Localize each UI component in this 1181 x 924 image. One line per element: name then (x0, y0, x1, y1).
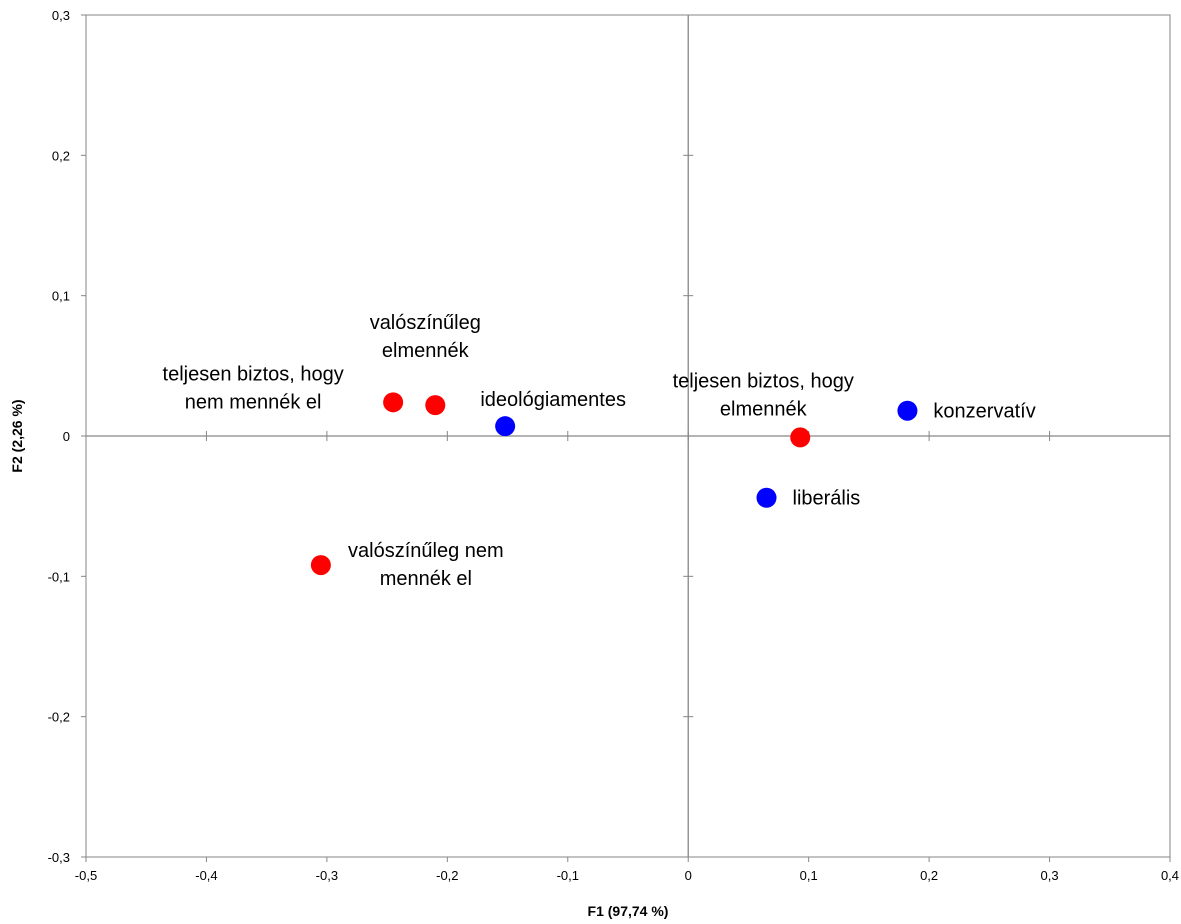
y-axis-title: F2 (2,26 %) (9, 399, 25, 472)
y-tick-label: -0,1 (48, 569, 70, 584)
data-point (790, 427, 811, 448)
y-tick-label: 0,1 (52, 289, 70, 304)
y-tick-labels: -0,3 -0,2 -0,1 0 0,1 0,2 0,3 (48, 8, 70, 865)
point-labels: teljesen biztos, hogy nem mennék el valósz… (163, 312, 1036, 590)
y-tick-label: 0,2 (52, 148, 70, 163)
x-tick-label: 0,3 (1041, 868, 1059, 883)
x-tick-label: -0,3 (316, 868, 338, 883)
x-axis-title: F1 (97,74 %) (588, 903, 669, 919)
x-tick-labels: -0,5 -0,4 -0,3 -0,2 -0,1 0 0,1 0,2 0,3 0,4 (75, 868, 1179, 883)
x-tick-label: -0,2 (436, 868, 458, 883)
x-tick-label: -0,4 (195, 868, 217, 883)
x-tick-label: -0,5 (75, 868, 97, 883)
data-point (425, 395, 446, 416)
data-point (756, 487, 777, 508)
y-tick-label: -0,2 (48, 710, 70, 725)
data-points (310, 392, 918, 576)
point-label: teljesen biztos, hogy (163, 363, 344, 385)
x-tick-label: 0,4 (1161, 868, 1179, 883)
x-tick-label: 0,1 (800, 868, 818, 883)
x-tick-label: 0 (685, 868, 692, 883)
point-label: ideológiamentes (480, 389, 626, 411)
point-label: valószínűleg nem (348, 540, 504, 562)
data-point (310, 555, 331, 576)
point-label: teljesen biztos, hogy (673, 370, 854, 392)
y-tick-label: -0,3 (48, 850, 70, 865)
point-label: valószínűleg (370, 312, 481, 334)
y-tick-label: 0,3 (52, 8, 70, 23)
point-label: liberális (793, 488, 861, 510)
x-tick-label: -0,1 (557, 868, 579, 883)
point-label: konzervatív (933, 401, 1035, 423)
point-label: elmennék (720, 398, 808, 420)
data-point (495, 416, 516, 437)
data-point (897, 400, 918, 421)
x-tick-label: 0,2 (920, 868, 938, 883)
y-tick-label: 0 (63, 429, 70, 444)
point-label: elmennék (382, 340, 470, 362)
point-label: nem mennék el (185, 391, 322, 413)
point-label: mennék el (380, 568, 472, 590)
axes (81, 14, 1171, 862)
data-point (383, 392, 404, 413)
